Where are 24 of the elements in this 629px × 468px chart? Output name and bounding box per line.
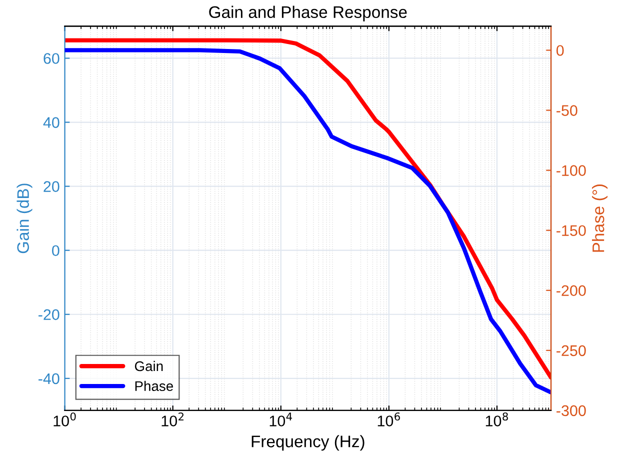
y-tick-label: 40	[43, 117, 60, 128]
y2-tick-label: -100	[556, 165, 586, 176]
y2-tick-label: -200	[556, 285, 586, 296]
chart-title: Gain and Phase Response	[209, 6, 407, 22]
x-tick-label: 10$^{2}$	[162, 412, 184, 426]
y2-tick-label: -150	[556, 225, 586, 236]
y-tick-label: 20	[44, 181, 60, 192]
legend-label: Gain	[134, 360, 163, 372]
x-tick-label: 10$^{0}$	[54, 412, 76, 426]
y-tick-label: -20	[38, 309, 60, 320]
y2-tick-label: 0	[556, 45, 564, 56]
y2-tick-label: -300	[556, 405, 586, 416]
x-tick-label: 10$^{8}$	[486, 412, 508, 426]
y-tick-label: -40	[38, 373, 60, 384]
legend-label: Phase	[135, 380, 173, 392]
y2-axis-title: Phase (°)	[592, 184, 608, 252]
y2-tick-label: -250	[556, 345, 586, 356]
y-axis-title: Gain (dB)	[16, 184, 32, 254]
x-axis-title: Frequency (Hz)	[252, 435, 364, 451]
y-tick-label: 0	[52, 245, 60, 256]
x-tick-label: 10$^{6}$	[378, 412, 400, 426]
x-tick-label: 10$^{4}$	[270, 412, 292, 426]
y-tick-label: 60	[44, 53, 60, 64]
y2-tick-label: -50	[556, 105, 578, 116]
